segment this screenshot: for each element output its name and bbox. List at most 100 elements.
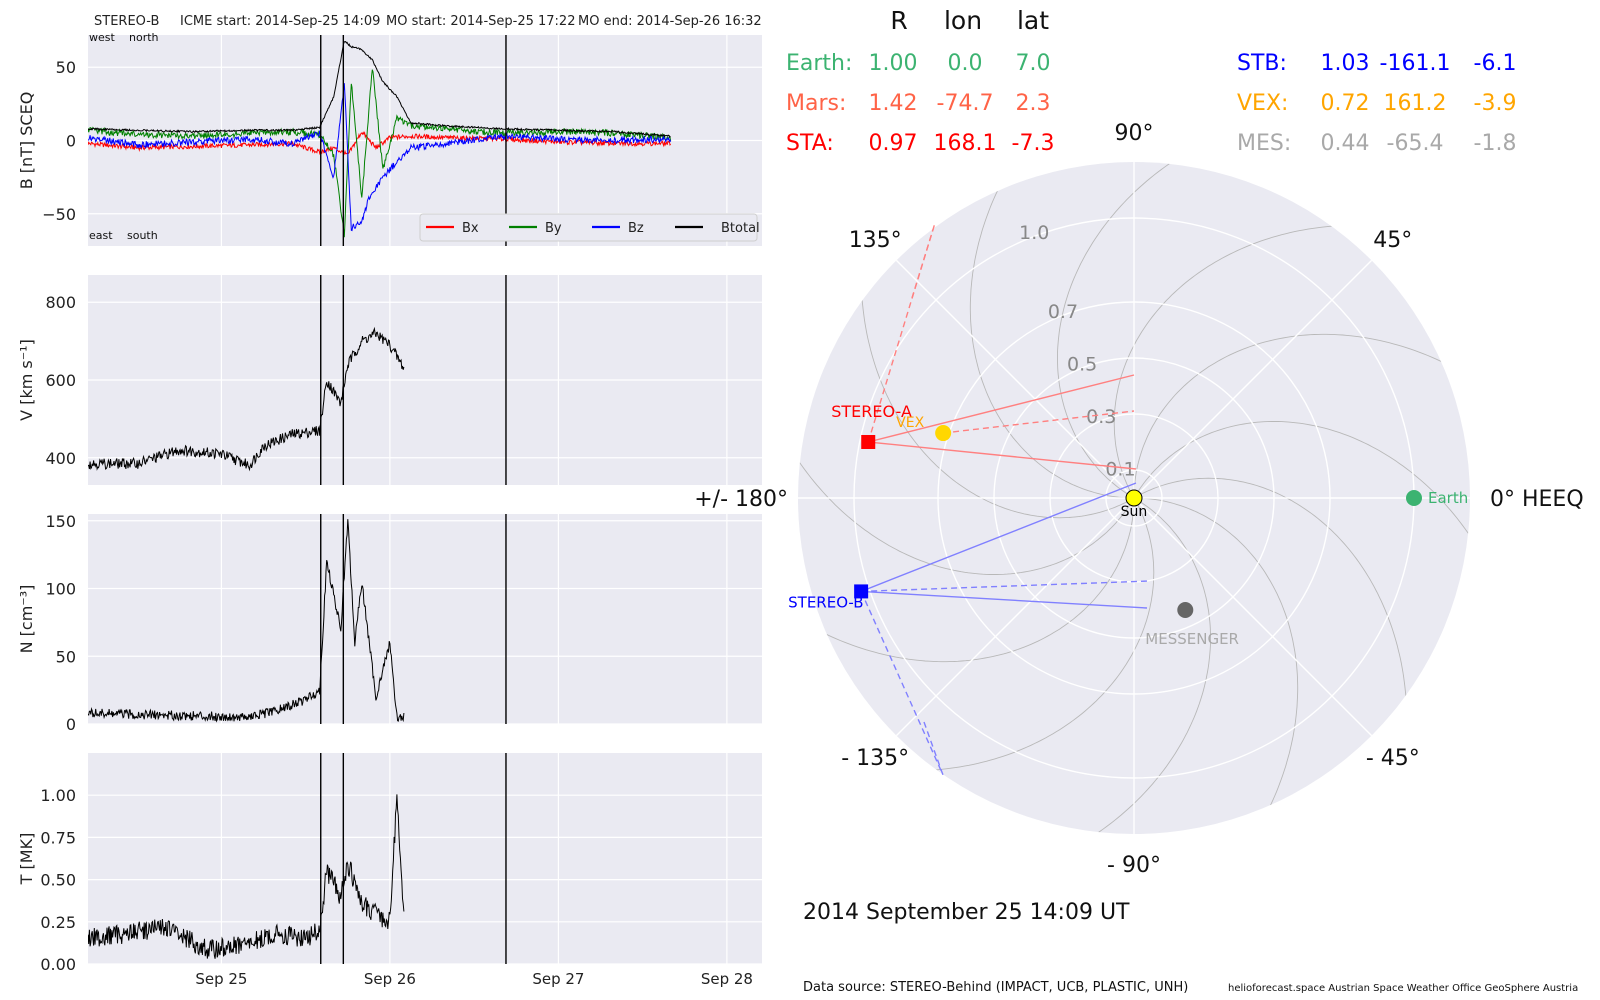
legend-label-Btotal: Btotal [721,221,760,236]
body-label-stereo-a: STEREO-A [831,402,912,421]
annotation-west: west [89,31,115,44]
y-tick-label: 0 [66,715,76,734]
table-row-sta-lat: -7.3 [1012,131,1055,156]
body-label-sun: Sun [1121,504,1148,520]
panel-background [88,753,762,964]
spiral-line [1133,477,1408,749]
table-row-mars-lat: 2.3 [1016,91,1051,116]
header-spacecraft: STEREO-B [94,14,159,29]
series-Bx [88,131,672,157]
panel-2: 150 100 50 0 N [cm⁻³] [17,512,762,734]
angular-gridline [895,497,1135,737]
radial-tick-label: 1.0 [1019,222,1049,244]
y-tick-label: 1.00 [40,786,76,805]
legend-label-By: By [545,221,562,236]
table-header-R: R [890,6,907,35]
data-source: Data source: STEREO-Behind (IMPACT, UCB,… [803,980,1188,995]
table-row-mes-r: 0.44 [1321,131,1370,156]
angular-label: +/- 180° [694,487,788,512]
table-row-earth-lat: 7.0 [1016,51,1051,76]
panel-background [88,514,762,724]
y-tick-label: 400 [45,449,76,468]
field-line [861,590,1148,609]
series-V [88,326,405,472]
legend-label-Bz: Bz [628,221,644,236]
y-tick-label: 0.75 [40,828,76,847]
annotation-south: south [127,229,158,242]
legend-label-Bx: Bx [462,221,479,236]
field-lines [860,222,1151,776]
table-row-sta-lon: 168.1 [934,131,997,156]
table-row-sta-name: STA: [786,131,834,156]
table-row-earth-r: 1.00 [869,51,918,76]
vex-marker [935,425,952,442]
table-row-vex-lat: -3.9 [1474,91,1517,116]
spiral-line [1053,497,1211,834]
legend: Bx By Bz Btotal [419,213,760,242]
annotation-north: north [129,31,159,44]
annotation-east: east [89,229,113,242]
field-line [868,441,1137,470]
y-tick-label: 100 [45,580,76,599]
table-row-mars-name: Mars: [786,91,846,116]
x-tick-label: Sep 28 [701,970,753,988]
y-tick-label: 0 [66,132,76,151]
y-tick-label: 0.50 [40,871,76,890]
field-line [860,591,944,776]
table-row-mes-lon: -65.4 [1387,131,1444,156]
table-row-stb-lon: -161.1 [1380,51,1451,76]
y-tick-label: 800 [45,293,76,312]
table-row-mars-r: 1.42 [869,91,918,116]
field-line [868,374,1135,443]
series-T [88,794,405,959]
table-row-vex-name: VEX: [1237,91,1288,116]
field-line-outer [911,222,936,299]
table-row-mes-lat: -1.8 [1474,131,1517,156]
spiral-line [1133,421,1470,579]
stereo-b-marker [854,584,869,599]
polar-orbit-plot: 0.1 0.3 0.5 0.7 1.0 90° 45° 0° HEEQ - 45° - 90° - … [694,121,1583,878]
y-axis-label: B [nT] SCEQ [17,92,36,190]
body-label-earth: Earth [1428,489,1468,507]
spiral-line [1057,162,1215,499]
angular-label: - 90° [1107,853,1161,878]
angular-label: - 135° [841,746,909,771]
table-row-mars-lon: -74.7 [937,91,994,116]
panel-0: 50 0 −50 B [nT] SCEQ [17,35,762,246]
angular-gridline [895,259,1135,499]
y-tick-label: 600 [45,371,76,390]
table-row-stb-name: STB: [1237,51,1287,76]
body-label-stereo-b: STEREO-B [788,593,863,611]
body-label-messenger: MESSENGER [1145,630,1239,648]
table-row-earth-lon: 0.0 [948,51,983,76]
table-row-earth-name: Earth: [786,51,852,76]
spiral-line [883,497,1155,772]
angular-label: 135° [849,228,902,253]
date-label: 2014 September 25 14:09 UT [803,900,1130,925]
y-tick-label: −50 [42,205,76,224]
y-tick-label: 0.25 [40,913,76,932]
angular-label: 0° HEEQ [1490,487,1584,512]
table-row-mes-name: MES: [1237,131,1291,156]
spiral-line [1134,497,1299,834]
radial-tick-label: 0.3 [1086,406,1116,428]
header-mo-end: MO end: 2014-Sep-26 16:32 [578,14,762,29]
table-row-vex-lon: 161.2 [1384,91,1447,116]
radial-tick-label: 0.5 [1067,353,1097,375]
parker-spirals [798,162,1470,834]
y-axis-label: N [cm⁻³] [17,585,36,654]
panel-1: 800 600 400 V [km s⁻¹] [17,275,762,485]
spiral-line [1113,224,1385,499]
radial-tick-label: 0.7 [1048,301,1078,323]
radial-tick-label: 0.1 [1105,459,1135,481]
table-header-lon: lon [944,6,982,35]
angular-label: 45° [1373,228,1412,253]
angular-label: - 45° [1366,746,1420,771]
earth-marker [1406,490,1422,506]
series-N [88,519,405,723]
field-line [861,580,1151,593]
field-line [943,410,1135,434]
